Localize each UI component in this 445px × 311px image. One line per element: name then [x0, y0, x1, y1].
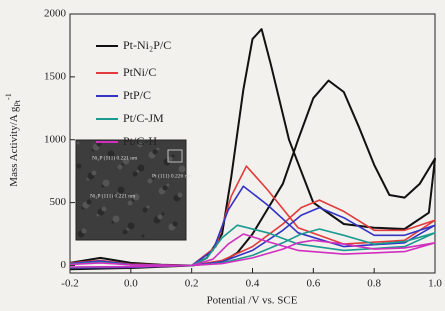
- inset-grain: [123, 230, 128, 235]
- inset-grain: [147, 206, 150, 209]
- inset-grain: [118, 165, 123, 170]
- x-tick-label: 0.8: [367, 278, 381, 290]
- y-axis-label: Mass Activity/A gPt-1: [4, 93, 22, 186]
- inset-label: Pt (111) 0.226 nm: [152, 172, 192, 179]
- x-tick-label: 0.6: [306, 278, 320, 290]
- y-tick-label: 1500: [44, 70, 67, 82]
- y-label-sup: -1: [4, 93, 13, 100]
- inset-grain: [157, 148, 160, 151]
- inset-grain: [138, 165, 145, 172]
- x-tick-label: 1.0: [428, 278, 442, 290]
- inset-grain: [173, 222, 178, 227]
- inset-grain: [142, 235, 145, 238]
- y-label-main: Mass Activity/A g: [8, 106, 20, 187]
- inset-label: Ni₂P (111) 0.221 nm: [90, 192, 136, 199]
- inset-grain: [158, 215, 163, 220]
- x-tick-label: 0.2: [185, 278, 199, 290]
- legend-label: PtP/C: [123, 88, 151, 102]
- x-axis-label: Potential /V vs. SCE: [207, 295, 298, 307]
- inset-grain: [128, 223, 135, 230]
- legend-label: Pt-Ni₂P/C: [123, 38, 171, 52]
- inset-grain: [87, 200, 92, 205]
- y-tick-label: 1000: [44, 133, 67, 145]
- inset-grain: [103, 180, 110, 187]
- inset-grain: [163, 186, 168, 191]
- inset-grain: [133, 172, 138, 177]
- legend-label: PtNi/C: [123, 65, 156, 79]
- inset-grain: [172, 155, 175, 158]
- inset-grain: [179, 166, 186, 173]
- y-tick-label: 2000: [44, 8, 67, 20]
- y-tick-label: 0: [61, 259, 67, 271]
- inset-grain: [102, 207, 107, 212]
- inset-grain: [77, 142, 80, 145]
- inset-grain: [92, 171, 97, 176]
- inset-grain: [162, 213, 165, 216]
- legend-label: Pt/C-H: [123, 134, 157, 148]
- legend-label: Pt/C-JM: [123, 111, 164, 125]
- x-tick-label: 0.0: [124, 278, 138, 290]
- chart: Mass Activity/A gPt-1 Potential /V vs. S…: [0, 0, 445, 311]
- inset-grain: [143, 208, 148, 213]
- inset-grain: [113, 216, 120, 223]
- x-tick-label: -0.2: [61, 278, 78, 290]
- x-tick-label: 0.4: [246, 278, 260, 290]
- inset-grain: [77, 164, 82, 169]
- inset-grain: [128, 201, 133, 206]
- inset-label: Ni₂P (111) 0.221 nm: [92, 154, 138, 161]
- inset-grain: [178, 193, 183, 198]
- inset-grain: [153, 150, 158, 155]
- inset-grain: [167, 184, 170, 187]
- y-label-sub: Pt: [13, 99, 22, 106]
- y-tick-label: 500: [50, 196, 67, 208]
- inset-grain: [82, 229, 87, 234]
